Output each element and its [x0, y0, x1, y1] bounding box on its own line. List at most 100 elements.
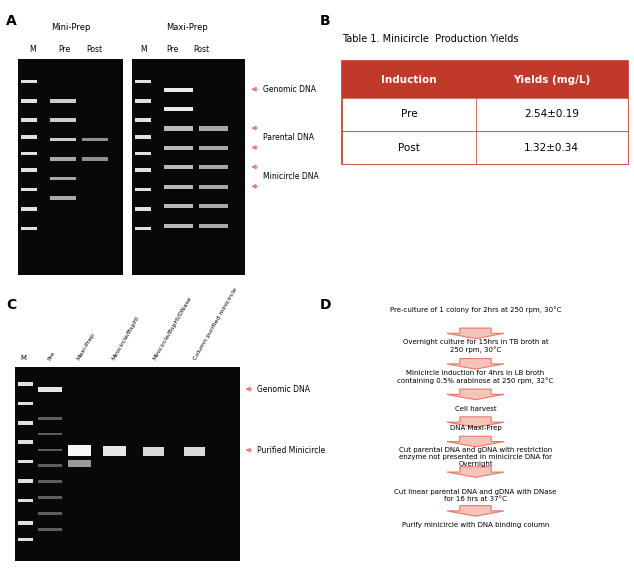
Polygon shape [447, 467, 504, 477]
FancyBboxPatch shape [50, 118, 76, 122]
FancyBboxPatch shape [39, 464, 61, 467]
FancyBboxPatch shape [18, 460, 32, 464]
FancyBboxPatch shape [39, 417, 61, 420]
FancyBboxPatch shape [39, 387, 61, 392]
FancyBboxPatch shape [21, 168, 37, 172]
FancyBboxPatch shape [132, 59, 245, 275]
Text: Pre: Pre [401, 109, 417, 119]
FancyBboxPatch shape [342, 98, 628, 131]
FancyBboxPatch shape [15, 367, 240, 561]
Text: Cut linear parental DNA and gDNA with DNase
for 16 hrs at 37°C: Cut linear parental DNA and gDNA with DN… [394, 489, 557, 502]
Text: M: M [29, 45, 36, 54]
Text: Pre: Pre [47, 350, 56, 361]
FancyBboxPatch shape [18, 499, 32, 502]
FancyBboxPatch shape [21, 99, 37, 102]
Text: 1.32±0.34: 1.32±0.34 [524, 143, 579, 153]
FancyBboxPatch shape [199, 224, 228, 228]
Text: Minicircle/BspHI/DNase: Minicircle/BspHI/DNase [152, 296, 193, 361]
FancyBboxPatch shape [143, 447, 164, 455]
Text: Column purified minicircle: Column purified minicircle [193, 287, 238, 361]
Text: Mini-Prep: Mini-Prep [51, 23, 90, 32]
Text: Genomic DNA: Genomic DNA [263, 85, 316, 94]
FancyBboxPatch shape [21, 151, 37, 155]
FancyBboxPatch shape [103, 446, 126, 455]
Text: Pre: Pre [58, 45, 71, 54]
Text: Cell harvest: Cell harvest [455, 406, 496, 412]
FancyBboxPatch shape [134, 227, 151, 230]
FancyBboxPatch shape [39, 512, 61, 515]
FancyBboxPatch shape [164, 127, 193, 131]
Text: Maxi-Prep: Maxi-Prep [166, 23, 208, 32]
FancyBboxPatch shape [39, 496, 61, 499]
Text: Purified Minicircle: Purified Minicircle [257, 446, 325, 455]
FancyBboxPatch shape [199, 204, 228, 208]
FancyBboxPatch shape [21, 135, 37, 139]
FancyBboxPatch shape [199, 165, 228, 169]
FancyBboxPatch shape [18, 402, 32, 405]
FancyBboxPatch shape [18, 59, 123, 275]
Text: Genomic DNA: Genomic DNA [257, 384, 310, 394]
FancyBboxPatch shape [21, 227, 37, 230]
FancyBboxPatch shape [164, 185, 193, 189]
FancyBboxPatch shape [68, 444, 91, 455]
Text: Induction: Induction [381, 75, 437, 84]
FancyBboxPatch shape [39, 480, 61, 483]
Text: Post: Post [193, 45, 210, 54]
FancyBboxPatch shape [21, 207, 37, 211]
Text: Parental DNA: Parental DNA [263, 134, 314, 142]
Text: Overnight culture for 15hrs in TB broth at
250 rpm, 30°C: Overnight culture for 15hrs in TB broth … [403, 339, 548, 353]
FancyBboxPatch shape [50, 99, 76, 102]
FancyBboxPatch shape [18, 479, 32, 483]
Text: Cut parental DNA and gDNA with restriction
enzyme not presented in minicircle DN: Cut parental DNA and gDNA with restricti… [399, 447, 552, 468]
FancyBboxPatch shape [39, 528, 61, 531]
FancyBboxPatch shape [164, 107, 193, 111]
FancyBboxPatch shape [18, 521, 32, 524]
FancyBboxPatch shape [68, 460, 91, 467]
FancyBboxPatch shape [134, 99, 151, 102]
FancyBboxPatch shape [342, 61, 628, 98]
FancyBboxPatch shape [39, 449, 61, 451]
Text: C: C [6, 298, 16, 312]
Text: Post: Post [86, 45, 102, 54]
FancyBboxPatch shape [18, 440, 32, 444]
FancyBboxPatch shape [164, 146, 193, 150]
FancyBboxPatch shape [18, 421, 32, 425]
Text: DNA Maxi-Prep: DNA Maxi-Prep [450, 425, 501, 431]
Text: Table 1. Minicircle  Production Yields: Table 1. Minicircle Production Yields [342, 34, 519, 44]
FancyBboxPatch shape [21, 118, 37, 122]
Polygon shape [447, 506, 504, 516]
FancyBboxPatch shape [134, 207, 151, 211]
Text: Purify minicircle with DNA binding column: Purify minicircle with DNA binding colum… [402, 523, 549, 528]
FancyBboxPatch shape [164, 224, 193, 228]
Text: M: M [21, 355, 27, 361]
FancyBboxPatch shape [199, 185, 228, 189]
Text: Minicircle DNA: Minicircle DNA [263, 172, 319, 181]
Text: Pre-culture of 1 colony for 2hrs at 250 rpm, 30°C: Pre-culture of 1 colony for 2hrs at 250 … [390, 306, 561, 313]
FancyBboxPatch shape [199, 127, 228, 131]
Polygon shape [447, 389, 504, 399]
Text: Yields (mg/L): Yields (mg/L) [513, 75, 590, 84]
FancyBboxPatch shape [21, 80, 37, 83]
FancyBboxPatch shape [199, 146, 228, 150]
FancyBboxPatch shape [82, 138, 108, 142]
FancyBboxPatch shape [50, 138, 76, 142]
Text: 2.54±0.19: 2.54±0.19 [524, 109, 579, 119]
FancyBboxPatch shape [164, 204, 193, 208]
FancyBboxPatch shape [184, 447, 205, 455]
FancyBboxPatch shape [50, 177, 76, 180]
FancyBboxPatch shape [134, 118, 151, 122]
Text: Minicircle induction for 4hrs in LB broth
containing 0.5% arabinose at 250 rpm, : Minicircle induction for 4hrs in LB brot… [398, 370, 553, 384]
Polygon shape [447, 436, 504, 447]
FancyBboxPatch shape [342, 131, 628, 164]
FancyBboxPatch shape [82, 157, 108, 161]
FancyBboxPatch shape [50, 157, 76, 161]
Text: Post: Post [398, 143, 420, 153]
Polygon shape [447, 328, 504, 339]
FancyBboxPatch shape [39, 433, 61, 435]
Text: A: A [6, 14, 17, 28]
FancyBboxPatch shape [18, 538, 32, 541]
FancyBboxPatch shape [164, 165, 193, 169]
Polygon shape [447, 358, 504, 369]
Text: Minicircle/BspHI: Minicircle/BspHI [112, 316, 141, 361]
FancyBboxPatch shape [134, 168, 151, 172]
